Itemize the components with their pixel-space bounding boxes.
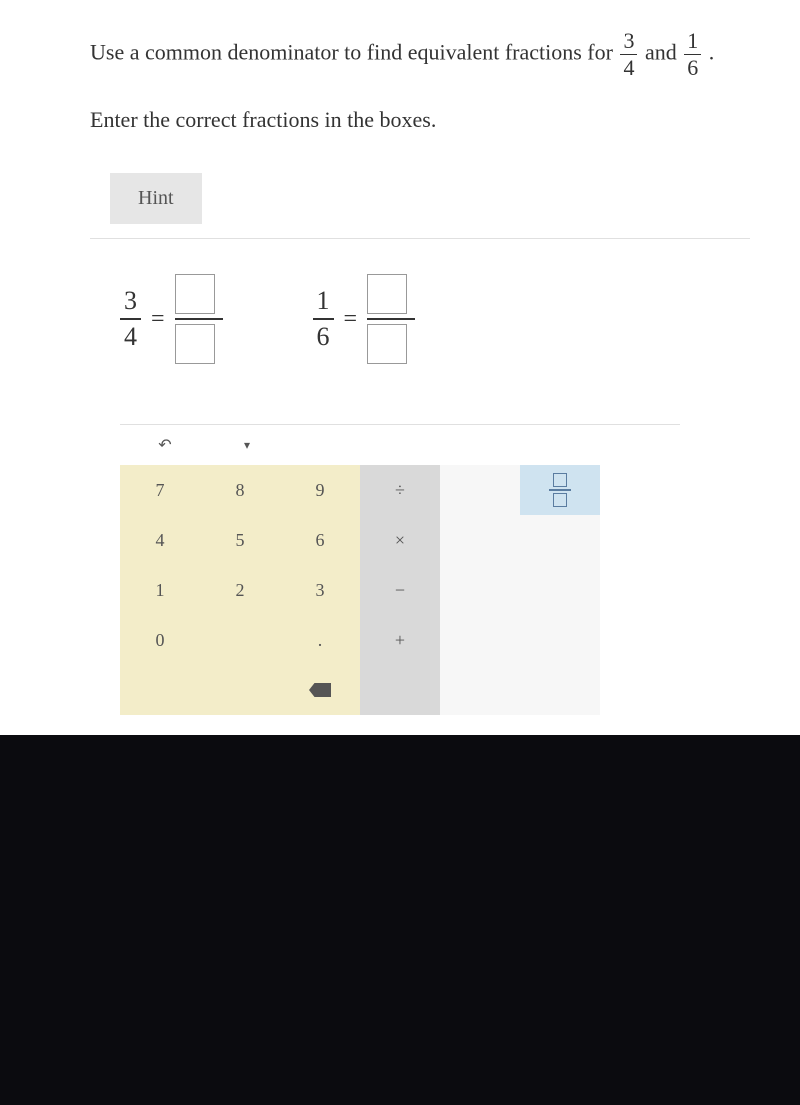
key-3[interactable]: 3 — [280, 565, 360, 615]
key-7[interactable]: 7 — [120, 465, 200, 515]
instruction-text: Enter the correct fractions in the boxes… — [90, 107, 750, 133]
question-prefix: Use a common denominator to find equival… — [90, 40, 618, 65]
answer-fraction-1 — [175, 274, 223, 364]
denominator: 6 — [684, 55, 701, 79]
denominator: 4 — [120, 320, 141, 350]
fraction-left-1: 3 4 — [120, 288, 141, 350]
key-multiply[interactable]: × — [360, 515, 440, 565]
fraction-bar — [367, 318, 415, 320]
keypad-spacer — [120, 665, 200, 715]
answer-denominator-input[interactable] — [175, 324, 215, 364]
keypad-spacer — [440, 465, 520, 515]
denominator: 4 — [620, 55, 637, 79]
numerator: 3 — [620, 30, 637, 55]
key-add[interactable]: + — [360, 615, 440, 665]
key-2[interactable]: 2 — [200, 565, 280, 615]
fraction-template-icon — [549, 473, 571, 507]
key-1[interactable]: 1 — [120, 565, 200, 615]
keypad-spacer — [440, 665, 520, 715]
question-connector: and — [645, 40, 682, 65]
keypad-spacer — [360, 665, 440, 715]
keypad-panel: ↶ 7 8 9 ÷ 4 5 6 × 1 2 3 − — [120, 424, 680, 715]
keypad-spacer — [200, 615, 280, 665]
keypad-spacer — [200, 665, 280, 715]
key-fraction-template[interactable] — [520, 465, 600, 515]
key-5[interactable]: 5 — [200, 515, 280, 565]
fraction-1-6: 1 6 — [684, 30, 701, 79]
numerator: 1 — [684, 30, 701, 55]
fraction-left-2: 1 6 — [313, 288, 334, 350]
undo-button[interactable]: ↶ — [130, 428, 200, 462]
key-dot[interactable]: . — [280, 615, 360, 665]
laptop-bezel-area — [0, 735, 800, 1105]
answer-numerator-input[interactable] — [175, 274, 215, 314]
key-9[interactable]: 9 — [280, 465, 360, 515]
key-8[interactable]: 8 — [200, 465, 280, 515]
answer-numerator-input[interactable] — [367, 274, 407, 314]
key-subtract[interactable]: − — [360, 565, 440, 615]
equals-sign: = — [344, 306, 358, 333]
numerator: 3 — [120, 288, 141, 320]
question-page: Use a common denominator to find equival… — [0, 0, 800, 735]
question-text: Use a common denominator to find equival… — [90, 30, 750, 79]
keypad-grid: 7 8 9 ÷ 4 5 6 × 1 2 3 − 0 — [120, 465, 680, 715]
equation-1: 3 4 = — [120, 274, 223, 364]
key-divide[interactable]: ÷ — [360, 465, 440, 515]
question-suffix: . — [709, 40, 715, 65]
equation-2: 1 6 = — [313, 274, 416, 364]
keypad-spacer — [440, 565, 520, 615]
equations-row: 3 4 = 1 6 = — [120, 274, 730, 364]
answer-denominator-input[interactable] — [367, 324, 407, 364]
keypad-spacer — [440, 515, 520, 565]
fraction-bar — [175, 318, 223, 320]
keypad-mode-dropdown[interactable] — [200, 428, 270, 462]
keypad-spacer — [520, 665, 600, 715]
denominator: 6 — [313, 320, 334, 350]
keypad-spacer — [520, 515, 600, 565]
keypad-spacer — [520, 565, 600, 615]
fraction-3-4: 3 4 — [620, 30, 637, 79]
answer-fraction-2 — [367, 274, 415, 364]
hint-button[interactable]: Hint — [110, 173, 202, 224]
work-area: 3 4 = 1 6 = — [90, 238, 750, 394]
numerator: 1 — [313, 288, 334, 320]
keypad-spacer — [520, 615, 600, 665]
key-6[interactable]: 6 — [280, 515, 360, 565]
keypad-spacer — [440, 615, 520, 665]
key-4[interactable]: 4 — [120, 515, 200, 565]
backspace-icon — [309, 683, 331, 697]
key-backspace[interactable] — [280, 665, 360, 715]
key-0[interactable]: 0 — [120, 615, 200, 665]
equals-sign: = — [151, 306, 165, 333]
keypad-toolbar: ↶ — [120, 425, 680, 465]
